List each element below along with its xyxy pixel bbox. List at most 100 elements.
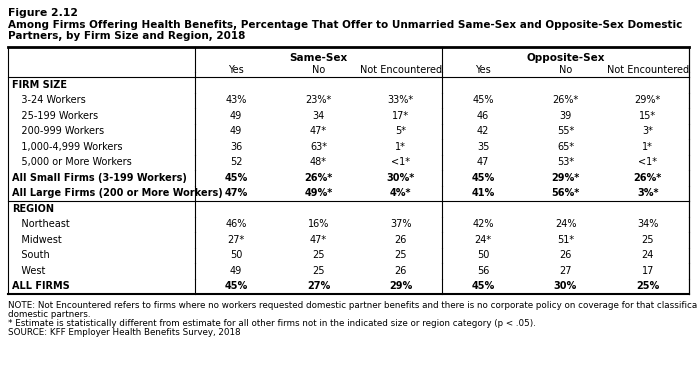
Text: Yes: Yes <box>475 65 491 75</box>
Text: Same-Sex: Same-Sex <box>289 53 348 63</box>
Text: 53*: 53* <box>557 157 574 167</box>
Text: 47*: 47* <box>310 235 327 245</box>
Text: 50: 50 <box>477 250 489 260</box>
Text: West: West <box>12 266 45 276</box>
Text: 55*: 55* <box>557 126 574 136</box>
Text: 24: 24 <box>642 250 654 260</box>
Text: 51*: 51* <box>557 235 574 245</box>
Text: 45%: 45% <box>224 173 248 183</box>
Text: 25: 25 <box>395 250 407 260</box>
Text: Opposite-Sex: Opposite-Sex <box>526 53 605 63</box>
Text: 35: 35 <box>477 142 489 152</box>
Text: 25: 25 <box>312 250 325 260</box>
Text: 30%: 30% <box>554 281 577 291</box>
Text: 47: 47 <box>477 157 489 167</box>
Text: 3%*: 3%* <box>637 188 659 198</box>
Text: 26%*: 26%* <box>553 95 579 105</box>
Text: SOURCE: KFF Employer Health Benefits Survey, 2018: SOURCE: KFF Employer Health Benefits Sur… <box>8 328 240 337</box>
Text: 42: 42 <box>477 126 489 136</box>
Text: 42%: 42% <box>473 219 494 229</box>
Text: 63*: 63* <box>310 142 327 152</box>
Text: Among Firms Offering Health Benefits, Percentage That Offer to Unmarried Same-Se: Among Firms Offering Health Benefits, Pe… <box>8 20 682 30</box>
Text: 56%*: 56%* <box>551 188 580 198</box>
Text: * Estimate is statistically different from estimate for all other firms not in t: * Estimate is statistically different fr… <box>8 319 536 328</box>
Text: All Small Firms (3-199 Workers): All Small Firms (3-199 Workers) <box>12 173 187 183</box>
Text: 1,000-4,999 Workers: 1,000-4,999 Workers <box>12 142 123 152</box>
Text: 25: 25 <box>641 235 654 245</box>
Text: 30%*: 30%* <box>387 173 415 183</box>
Text: domestic partners.: domestic partners. <box>8 310 91 319</box>
Text: All Large Firms (200 or More Workers): All Large Firms (200 or More Workers) <box>12 188 223 198</box>
Text: FIRM SIZE: FIRM SIZE <box>12 80 67 90</box>
Text: Figure 2.12: Figure 2.12 <box>8 8 78 18</box>
Text: 50: 50 <box>230 250 243 260</box>
Text: ALL FIRMS: ALL FIRMS <box>12 281 70 291</box>
Text: 25: 25 <box>312 266 325 276</box>
Text: 3-24 Workers: 3-24 Workers <box>12 95 86 105</box>
Text: 25%: 25% <box>636 281 659 291</box>
Text: 17: 17 <box>642 266 654 276</box>
Text: 4%*: 4%* <box>390 188 412 198</box>
Text: 17*: 17* <box>392 111 409 121</box>
Text: 36: 36 <box>230 142 243 152</box>
Text: 47%: 47% <box>224 188 248 198</box>
Text: 26%*: 26%* <box>305 173 332 183</box>
Text: 33%*: 33%* <box>388 95 414 105</box>
Text: 5*: 5* <box>395 126 406 136</box>
Text: 49: 49 <box>230 126 243 136</box>
Text: Not Encountered: Not Encountered <box>360 65 442 75</box>
Text: 1*: 1* <box>643 142 653 152</box>
Text: 46: 46 <box>477 111 489 121</box>
Text: 43%: 43% <box>225 95 247 105</box>
Text: Midwest: Midwest <box>12 235 62 245</box>
Text: South: South <box>12 250 49 260</box>
Text: 26%*: 26%* <box>634 173 662 183</box>
Text: 24*: 24* <box>475 235 491 245</box>
Text: 5,000 or More Workers: 5,000 or More Workers <box>12 157 132 167</box>
Text: 34: 34 <box>312 111 325 121</box>
Text: 49%*: 49%* <box>305 188 332 198</box>
Text: 41%: 41% <box>472 188 495 198</box>
Text: 45%: 45% <box>473 95 494 105</box>
Text: 27*: 27* <box>227 235 245 245</box>
Text: Northeast: Northeast <box>12 219 70 229</box>
Text: 24%: 24% <box>555 219 576 229</box>
Text: 27%: 27% <box>307 281 330 291</box>
Text: 34%: 34% <box>637 219 659 229</box>
Text: 29%: 29% <box>389 281 413 291</box>
Text: No: No <box>559 65 572 75</box>
Text: Partners, by Firm Size and Region, 2018: Partners, by Firm Size and Region, 2018 <box>8 31 245 41</box>
Text: 52: 52 <box>230 157 243 167</box>
Text: 26: 26 <box>395 266 407 276</box>
Text: 48*: 48* <box>310 157 327 167</box>
Text: 29%*: 29%* <box>551 173 580 183</box>
Text: 45%: 45% <box>224 281 248 291</box>
Text: 45%: 45% <box>472 173 495 183</box>
Text: Yes: Yes <box>229 65 244 75</box>
Text: Not Encountered: Not Encountered <box>607 65 689 75</box>
Text: <1*: <1* <box>391 157 411 167</box>
Text: 26: 26 <box>559 250 572 260</box>
Text: 47*: 47* <box>310 126 327 136</box>
Text: 56: 56 <box>477 266 489 276</box>
Text: 49: 49 <box>230 111 243 121</box>
Text: 23%*: 23%* <box>305 95 332 105</box>
Text: NOTE: Not Encountered refers to firms where no workers requested domestic partne: NOTE: Not Encountered refers to firms wh… <box>8 301 697 310</box>
Text: 46%: 46% <box>225 219 247 229</box>
Text: 27: 27 <box>559 266 572 276</box>
Text: 26: 26 <box>395 235 407 245</box>
Text: 25-199 Workers: 25-199 Workers <box>12 111 98 121</box>
Text: REGION: REGION <box>12 204 54 214</box>
Text: No: No <box>312 65 325 75</box>
Text: 3*: 3* <box>643 126 653 136</box>
Text: 39: 39 <box>560 111 572 121</box>
Text: <1*: <1* <box>638 157 657 167</box>
Text: 1*: 1* <box>395 142 406 152</box>
Text: 15*: 15* <box>639 111 657 121</box>
Text: 16%: 16% <box>308 219 329 229</box>
Text: 65*: 65* <box>557 142 574 152</box>
Text: 29%*: 29%* <box>635 95 661 105</box>
Text: 200-999 Workers: 200-999 Workers <box>12 126 104 136</box>
Text: 49: 49 <box>230 266 243 276</box>
Text: 45%: 45% <box>472 281 495 291</box>
